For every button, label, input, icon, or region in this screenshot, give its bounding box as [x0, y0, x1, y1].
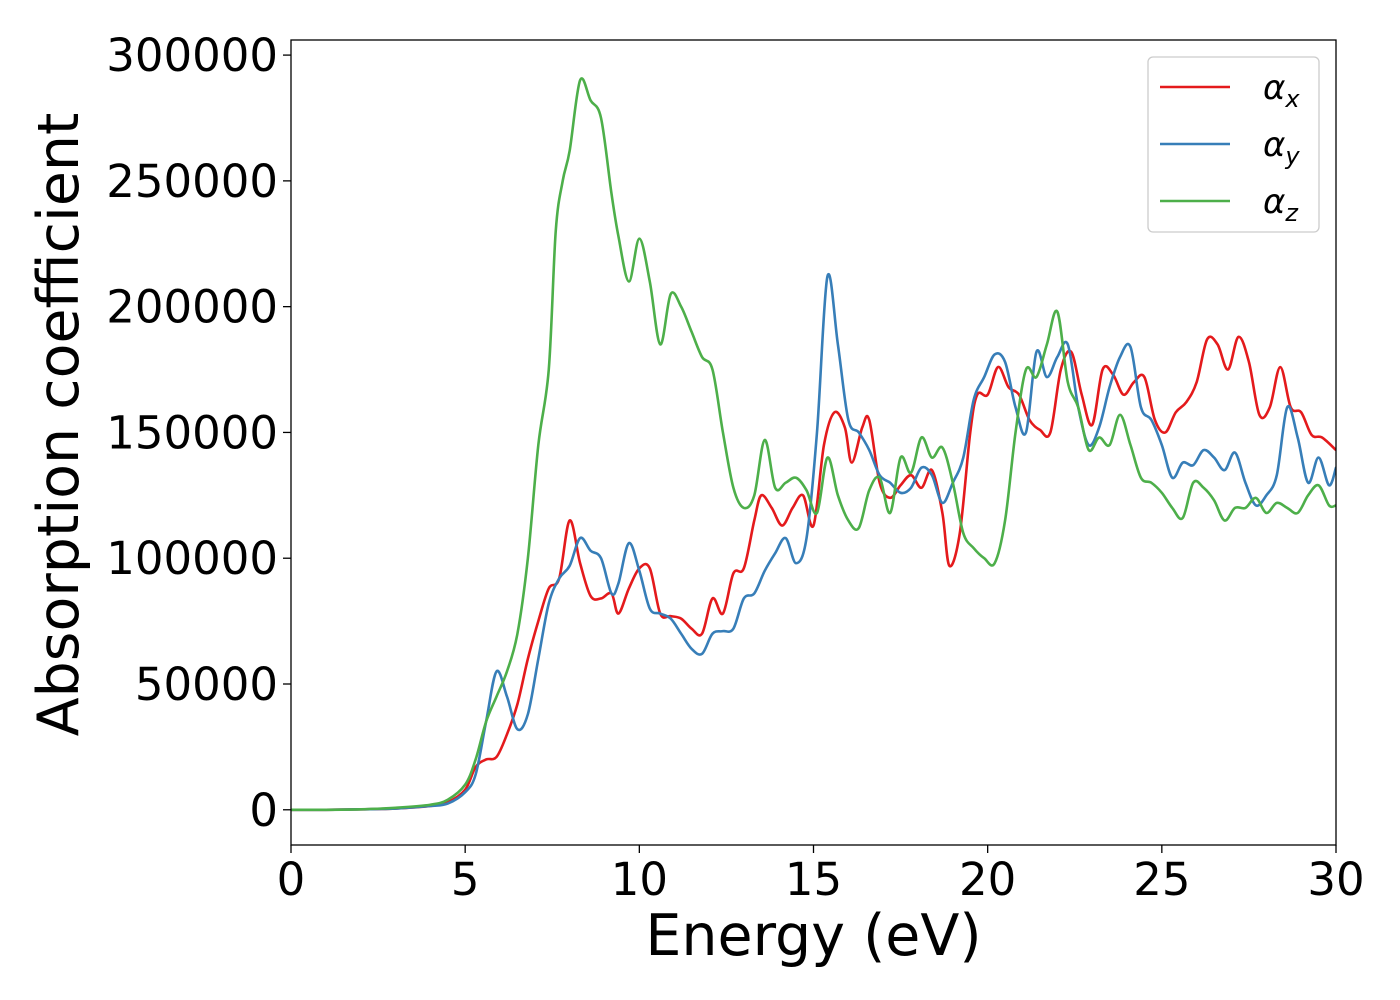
- y-tick-label: 300000: [106, 29, 278, 82]
- x-tick-label: 10: [611, 853, 668, 906]
- y-tick-label: 200000: [106, 281, 278, 334]
- legend-symbol: α: [1263, 182, 1285, 222]
- x-tick-label: 15: [785, 853, 842, 906]
- x-tick-label: 0: [277, 853, 306, 906]
- legend-label-x: αx: [1263, 68, 1300, 113]
- legend-subscript: x: [1284, 85, 1300, 113]
- y-axis-ticks: 0 50000 100000 150000 200000 250000 300000: [106, 29, 291, 837]
- x-tick-label: 25: [1133, 853, 1190, 906]
- legend-subscript: y: [1284, 142, 1300, 170]
- legend-box: [1147, 56, 1320, 233]
- y-axis-label: Absorption coefficient: [26, 113, 92, 737]
- y-tick-label: 250000: [106, 155, 278, 208]
- legend-symbol: α: [1263, 125, 1285, 165]
- x-axis-label: Energy (eV): [645, 903, 981, 969]
- y-tick-label: 50000: [135, 658, 278, 711]
- y-tick-label: 100000: [106, 532, 278, 585]
- series-line-y: [291, 272, 1336, 812]
- x-tick-label: 20: [959, 853, 1016, 906]
- legend-label-y: αy: [1263, 125, 1300, 170]
- x-tick-label: 5: [451, 853, 480, 906]
- series-line-x: [291, 335, 1336, 812]
- x-tick-label: 30: [1307, 853, 1364, 906]
- series-line-z: [291, 77, 1336, 812]
- legend-symbol: α: [1263, 68, 1285, 108]
- legend-label-z: αz: [1263, 182, 1299, 227]
- y-tick-label: 150000: [106, 406, 278, 459]
- series-layer: [291, 77, 1336, 812]
- x-axis-ticks: 0 5 10 15 20 25 30: [277, 845, 1365, 906]
- y-tick-label: 0: [249, 784, 278, 837]
- legend-subscript: z: [1284, 199, 1299, 227]
